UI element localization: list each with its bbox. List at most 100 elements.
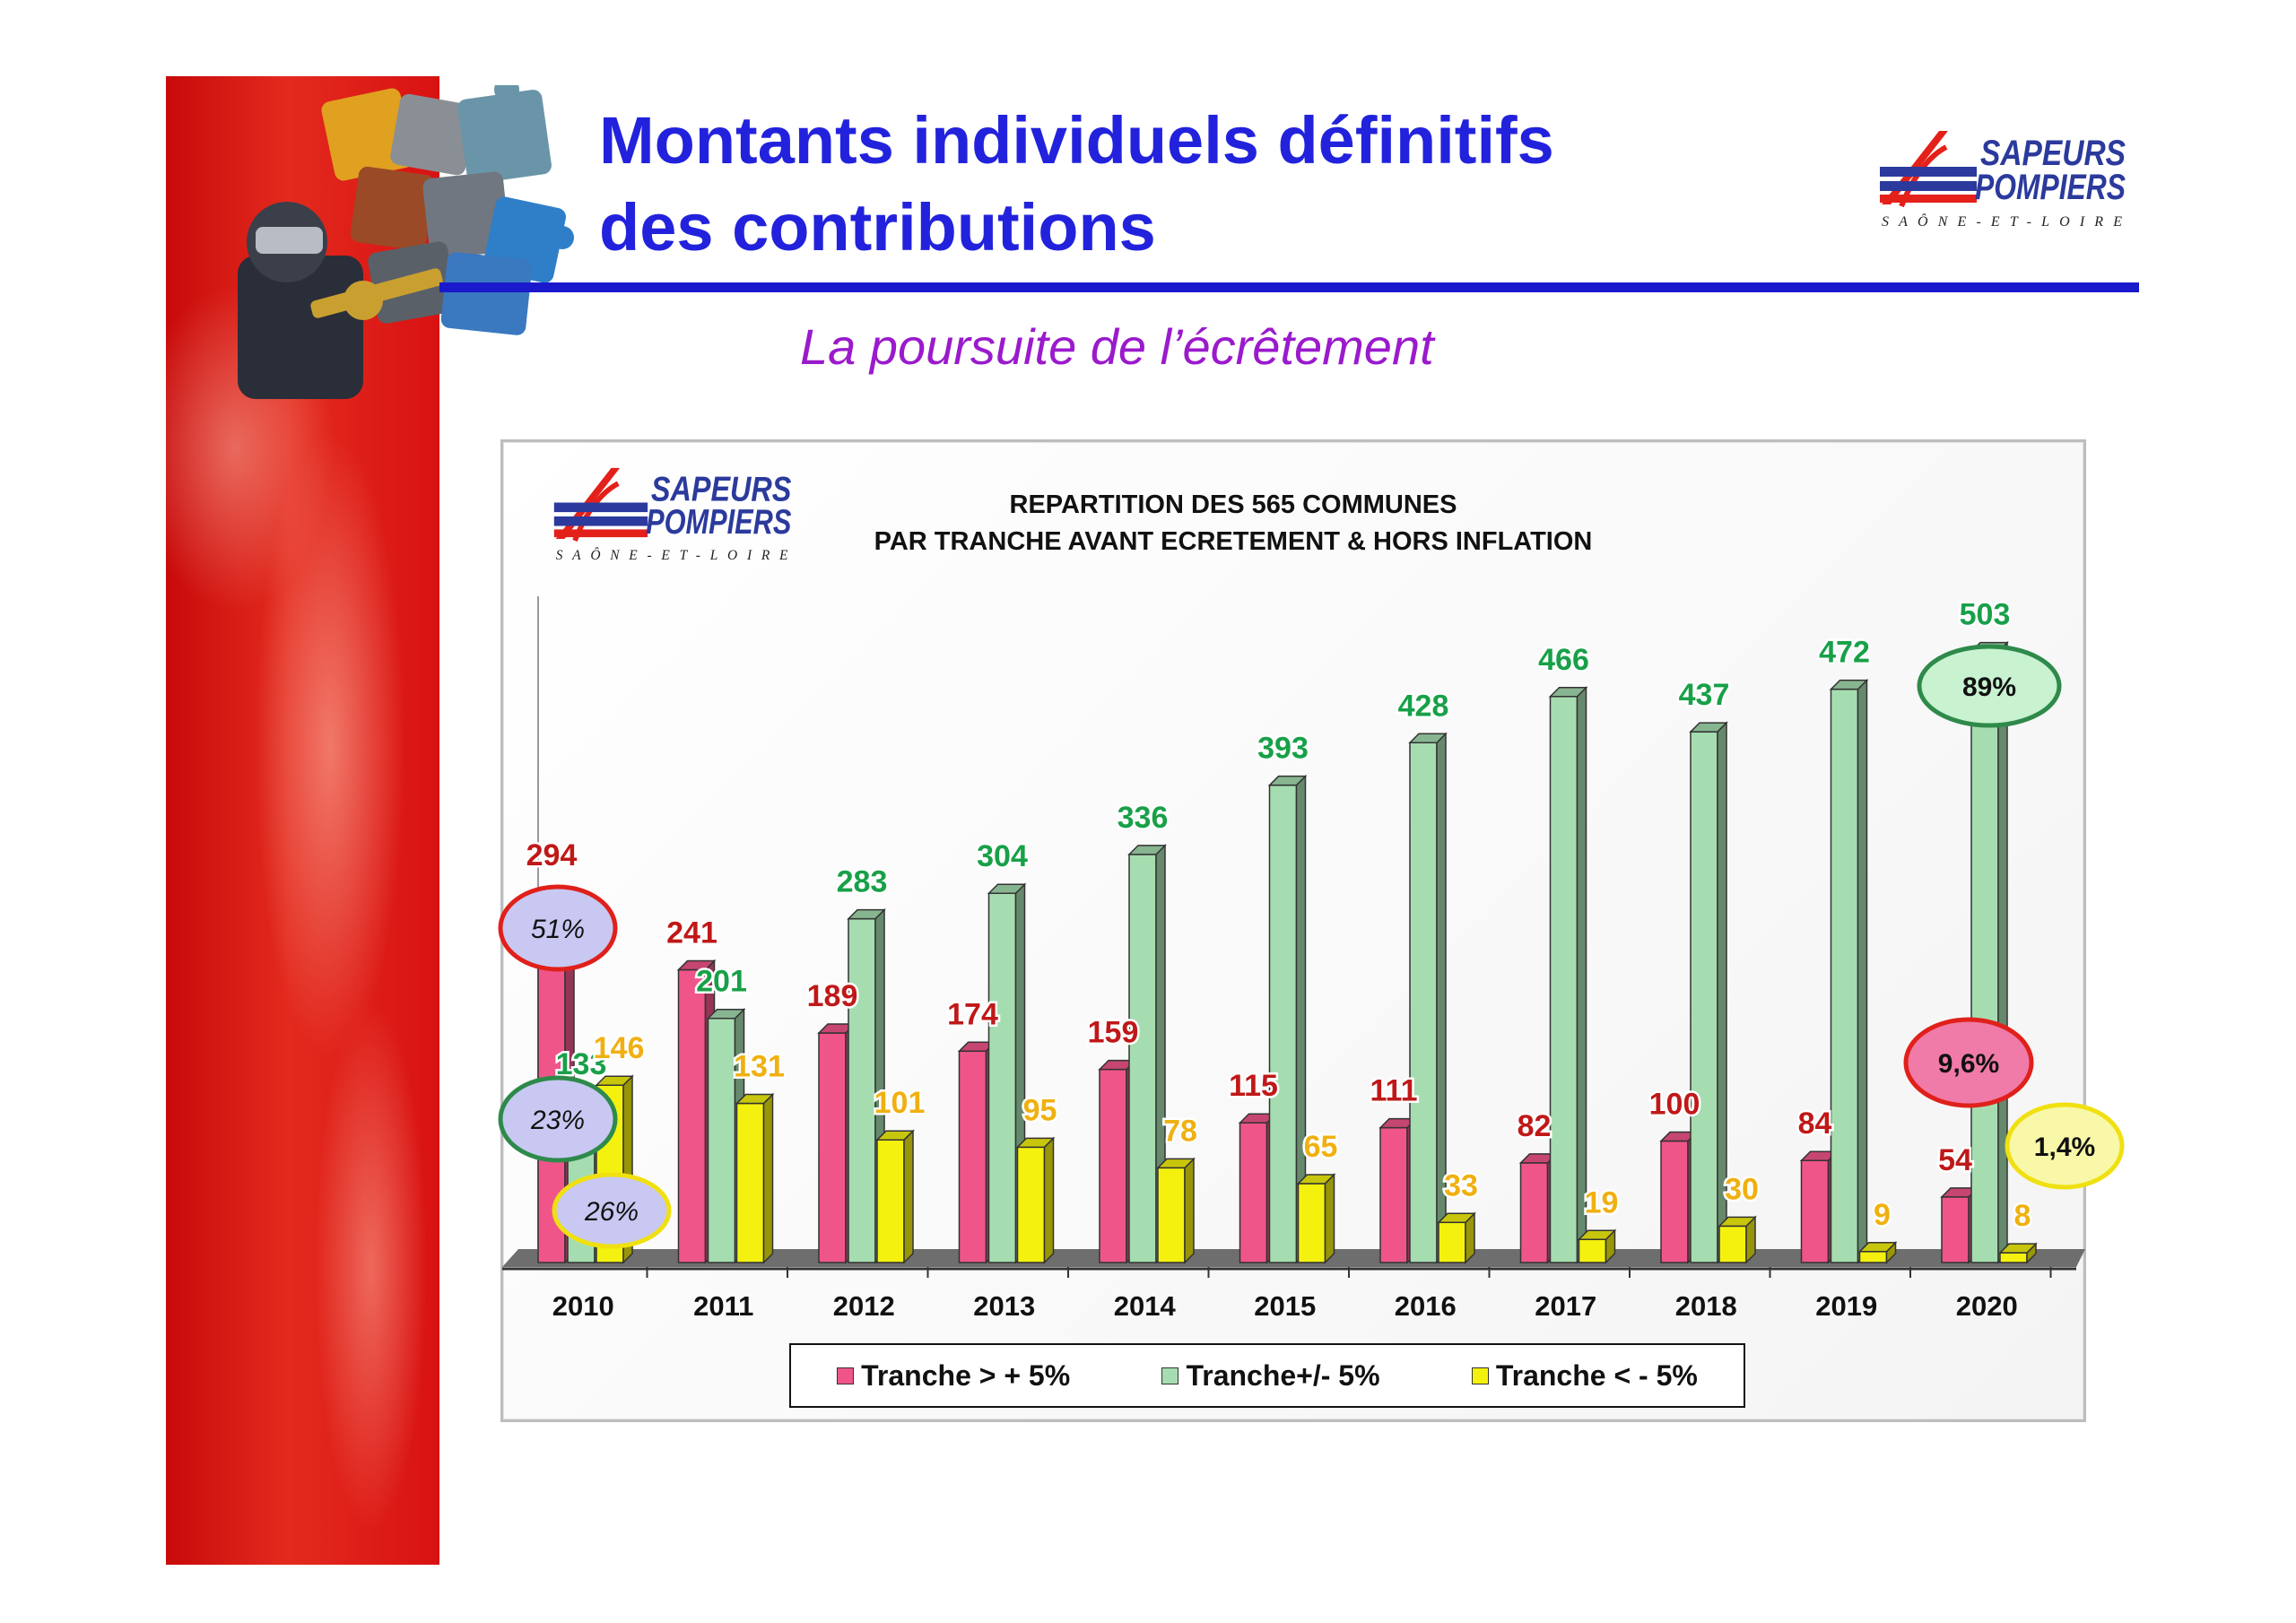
bar-side-under [903, 1129, 914, 1264]
bar-over [1379, 1126, 1408, 1263]
bar-side-under [1043, 1136, 1055, 1264]
legend-label-mid: Tranche+/- 5% [1186, 1358, 1380, 1392]
bar-mid [1549, 696, 1578, 1263]
annotation-ellipse [1903, 1017, 2034, 1108]
bar-over [677, 968, 707, 1263]
legend-item-mid: Tranche+/- 5% [1161, 1358, 1380, 1393]
data-label-mid: 503 [1960, 598, 2011, 632]
legend-item-under: Tranche < - 5% [1471, 1358, 1698, 1393]
bar-under [1858, 1251, 1888, 1263]
x-tick-label: 2019 [1815, 1290, 1877, 1322]
bar-under [1999, 1252, 2028, 1263]
bar-under [1297, 1183, 1326, 1263]
bar-top-under [1718, 1216, 1757, 1228]
bar-under [1718, 1225, 1747, 1263]
chart-logo: SAPEURS POMPIERS SAÔNE-ET-LOIRE [553, 467, 792, 563]
bar-mid [1830, 688, 1859, 1263]
data-label-under: 65 [1304, 1130, 1338, 1164]
data-label-mid: 201 [696, 965, 747, 999]
bar-under [1016, 1146, 1046, 1263]
x-tick-label: 2010 [552, 1290, 614, 1322]
data-label-over: 111 [1370, 1074, 1418, 1108]
data-label-mid: 133 [556, 1047, 607, 1081]
bar-under [1157, 1167, 1186, 1263]
x-tick-label: 2015 [1254, 1290, 1316, 1322]
bar-top-under [1015, 1137, 1056, 1149]
bar-mid [707, 1017, 736, 1263]
annotation-label: 9,6% [1938, 1049, 1999, 1079]
data-label-over: 84 [1798, 1107, 1832, 1141]
legend-swatch-over [837, 1367, 855, 1384]
bar-top-mid [1127, 845, 1167, 855]
x-tick-label: 2014 [1114, 1290, 1177, 1322]
data-label-over: 82 [1518, 1109, 1552, 1143]
bar-over [1660, 1140, 1689, 1263]
data-label-under: 131 [734, 1050, 785, 1084]
legend-label-under: Tranche < - 5% [1495, 1358, 1698, 1392]
bar-top-mid [1548, 687, 1588, 698]
title-line-2: des contributions [599, 190, 1156, 265]
annotation-ellipse [552, 1172, 672, 1249]
data-label-mid: 283 [837, 865, 888, 899]
bar-mid [987, 892, 1017, 1263]
x-tick-label: 2013 [973, 1290, 1035, 1322]
data-label-under: 95 [1023, 1093, 1057, 1127]
bar-under [1578, 1238, 1607, 1263]
annotation-label: 23% [530, 1106, 585, 1135]
title-line-1: Montants individuels définitifs [599, 103, 1554, 178]
bar-top-mid [847, 908, 886, 920]
bar-over [1800, 1159, 1830, 1263]
chart-x-tick-labels: 2010 2011 2012 2013 2014 2015 2016 2017 2018 2019… [552, 1267, 2052, 1322]
data-label-under: 78 [1163, 1114, 1197, 1148]
bar-mid [1970, 650, 1999, 1263]
bar-top-under [1998, 1243, 2038, 1254]
data-label-over: 115 [1229, 1069, 1278, 1103]
bar-top-under [1156, 1158, 1196, 1169]
data-label-under: 30 [1725, 1172, 1759, 1206]
data-label-over: 241 [666, 916, 718, 950]
bar-over [1239, 1122, 1268, 1263]
x-tick-label: 2012 [833, 1290, 895, 1322]
bar-mid [1690, 731, 1718, 1263]
x-tick-label: 2016 [1395, 1290, 1457, 1322]
bar-top-mid [1408, 733, 1448, 744]
bar-top-under [735, 1093, 775, 1105]
x-tick-label: 2011 [693, 1290, 753, 1322]
data-label-mid: 336 [1118, 801, 1169, 835]
data-label-mid: 472 [1819, 636, 1870, 670]
bar-side-mid [1857, 678, 1868, 1264]
bar-top-under [1857, 1242, 1898, 1253]
bar-top-under [1577, 1229, 1617, 1241]
bar-over [1519, 1162, 1549, 1263]
chart-annotations: 51% 23% 26% 89% 9,6% 1,4% [498, 644, 2125, 1249]
bar-top-under [1296, 1174, 1336, 1185]
bar-mid [1409, 742, 1438, 1263]
x-tick-label: 2020 [1956, 1290, 2018, 1322]
puzzle-collage-icon [238, 85, 574, 399]
page-subtitle: La poursuite de l’écrêtement [800, 318, 1434, 375]
bar-under [735, 1102, 765, 1263]
data-label-under: 19 [1585, 1185, 1619, 1219]
data-label-over: 54 [1938, 1143, 1972, 1177]
annotation-label: 26% [584, 1197, 639, 1227]
annotation-ellipse [2005, 1102, 2125, 1190]
bar-top-mid [987, 883, 1027, 894]
data-label-mid: 304 [977, 839, 1028, 873]
bar-mid [1128, 854, 1157, 1263]
bar-under [876, 1139, 905, 1263]
legend-swatch-under [1471, 1367, 1489, 1384]
chart-title-line-1: REPARTITION DES 565 COMMUNES [1010, 490, 1457, 519]
data-label-under: 8 [2014, 1199, 2031, 1233]
data-label-under: 101 [874, 1086, 926, 1120]
bar-over [958, 1050, 987, 1263]
title-underline [439, 282, 2139, 292]
bar-over [1099, 1068, 1127, 1263]
bar-top-mid [1689, 722, 1728, 733]
bar-side-mid [1576, 685, 1587, 1264]
annotation-ellipse [498, 1075, 618, 1163]
bar-over [1941, 1196, 1970, 1263]
chart-bars [536, 640, 2038, 1264]
bar-mid [848, 917, 876, 1263]
data-label-over: 159 [1088, 1016, 1139, 1050]
